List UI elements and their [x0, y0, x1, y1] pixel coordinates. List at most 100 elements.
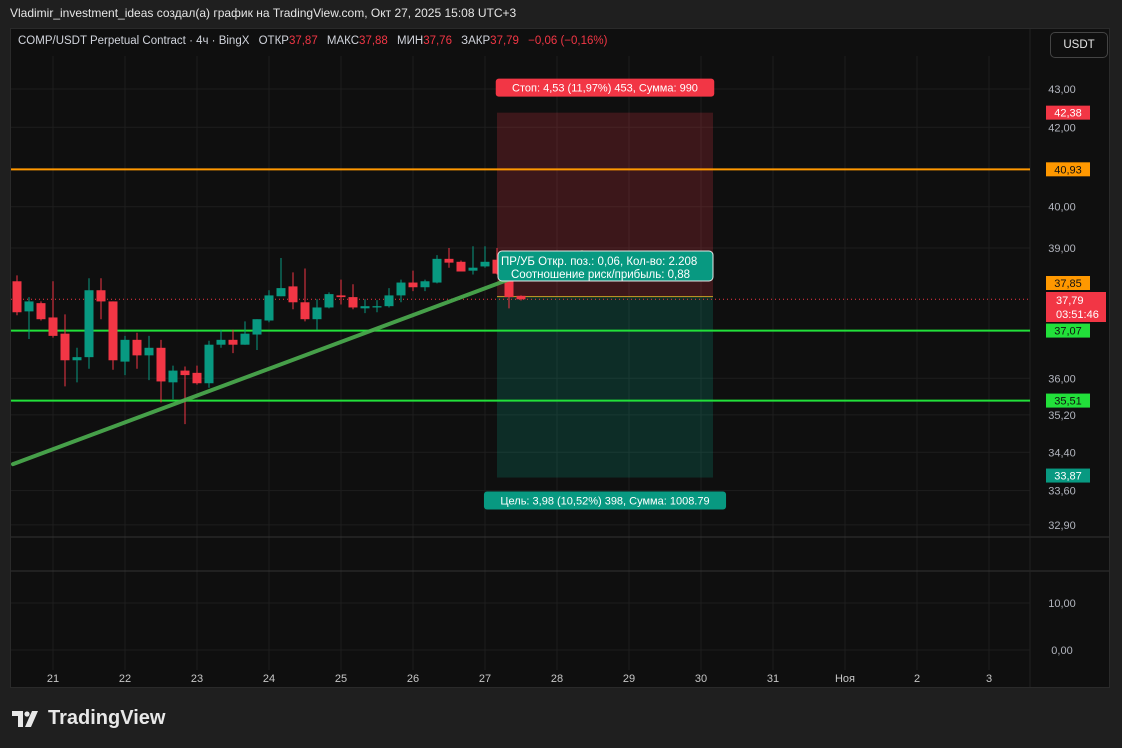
candle-body — [324, 294, 334, 308]
candle-body — [24, 301, 34, 312]
stop-price-badge-bg — [1046, 105, 1090, 120]
date-tick-label: 22 — [119, 673, 131, 685]
last-price-badge: 37,79 — [1056, 295, 1084, 307]
candle-body — [240, 333, 250, 345]
candle-body — [288, 286, 298, 303]
chart-frame[interactable] — [10, 28, 1110, 688]
candle-body — [312, 307, 322, 320]
lower-pane-tick-label: 0,00 — [1051, 645, 1072, 657]
price-tick-label: 32,90 — [1048, 520, 1076, 532]
candle-body — [168, 370, 178, 383]
stop-price-badge: 42,38 — [1054, 108, 1082, 120]
chart-caption: Vladimir_investment_ideas создал(а) граф… — [10, 6, 517, 20]
candle-body — [72, 357, 82, 361]
position-info-box — [497, 250, 714, 282]
change-value: −0,06 (−0,16%) — [528, 35, 608, 47]
candle-body — [480, 261, 490, 267]
candle-body — [216, 339, 226, 345]
candle-body — [372, 306, 382, 308]
candle-body — [36, 303, 46, 320]
candle-body — [132, 339, 142, 356]
price-tick-label: 35,20 — [1048, 410, 1076, 422]
candle-body — [144, 347, 154, 356]
main-pane — [11, 112, 1030, 478]
date-tick-label: 23 — [191, 673, 203, 685]
level-price-badge-bg — [1046, 162, 1090, 177]
date-tick-label: 24 — [263, 673, 275, 685]
date-tick-label: 25 — [335, 673, 347, 685]
target-zone — [497, 296, 713, 478]
target-price-badge-bg — [1046, 468, 1090, 483]
position-info-line1: ПР/УБ Откр. поз.: 0,06, Кол-во: 2.208 — [501, 256, 697, 268]
level-price-badge: 37,07 — [1054, 326, 1082, 338]
price-tick-label: 42,00 — [1048, 122, 1076, 134]
entry-price-badge-bg — [1046, 276, 1090, 290]
date-tick-label: 26 — [407, 673, 419, 685]
candle-body — [252, 319, 262, 335]
candle-body — [180, 370, 190, 376]
countdown-badge: 03:51:46 — [1056, 309, 1099, 321]
date-tick-label: 30 — [695, 673, 707, 685]
low-label: МИН — [397, 35, 424, 47]
candle-body — [276, 288, 286, 297]
price-tick-label: 39,00 — [1048, 243, 1076, 255]
candle-body — [228, 339, 238, 345]
candle-body — [456, 261, 466, 272]
trendline — [11, 250, 584, 467]
entry-price-badge: 37,85 — [1054, 278, 1082, 290]
tradingview-logo-icon — [12, 710, 38, 727]
candle-body — [348, 297, 358, 308]
candle-body — [264, 295, 274, 321]
date-tick-label: 29 — [623, 673, 635, 685]
candle-body — [156, 347, 166, 382]
stop-label-bg — [495, 78, 715, 97]
candle-body — [336, 295, 346, 298]
close-label: ЗАКР — [461, 35, 491, 47]
date-tick-label: 3 — [986, 673, 992, 685]
candle-body — [204, 344, 214, 384]
symbol-name[interactable]: COMP/USDT Perpetual Contract · 4ч · Bing… — [18, 35, 250, 47]
candle-body — [396, 282, 406, 296]
symbol-legend: COMP/USDT Perpetual Contract · 4ч · Bing… — [18, 35, 607, 47]
stop-label: Стоп: 4,53 (11,97%) 453, Сумма: 990 — [512, 83, 698, 95]
level-price-badge-bg — [1046, 323, 1090, 338]
price-tick-label: 33,60 — [1048, 486, 1076, 498]
price-tick-label: 40,00 — [1048, 202, 1076, 214]
candle-body — [432, 258, 442, 283]
brand-name: TradingView — [48, 707, 166, 729]
candle-body — [516, 295, 526, 300]
candle-body — [408, 282, 418, 288]
candle-body — [60, 333, 70, 361]
candle-body — [192, 372, 202, 384]
low-value: 37,76 — [423, 35, 452, 47]
price-tick-label: 34,40 — [1048, 447, 1076, 459]
target-label-bg — [483, 491, 727, 510]
candle-body — [468, 267, 478, 271]
open-value: 37,87 — [288, 35, 318, 47]
open-label: ОТКР — [258, 35, 289, 47]
candle-body — [96, 290, 106, 302]
last-price-badge-bg — [1046, 292, 1106, 322]
candle-body — [12, 281, 22, 313]
candle-body — [300, 302, 310, 320]
price-tick-label: 36,00 — [1048, 373, 1076, 385]
high-label: МАКС — [326, 35, 360, 47]
level-price-badge: 35,51 — [1054, 396, 1082, 408]
currency-unit-button[interactable]: USDT — [1050, 32, 1108, 58]
price-tick-label: 43,00 — [1048, 84, 1076, 96]
date-tick-label: 28 — [551, 673, 563, 685]
candle-body — [492, 259, 502, 274]
candle-body — [84, 290, 94, 358]
tradingview-logo: TradingView — [12, 707, 165, 730]
candle-body — [120, 339, 130, 362]
candle-body — [48, 317, 58, 336]
lower-pane-tick-label: 10,00 — [1048, 598, 1076, 610]
candle-body — [420, 281, 430, 288]
date-tick-label: 21 — [47, 673, 59, 685]
level-price-badge: 40,93 — [1054, 164, 1082, 176]
candle-body — [384, 295, 394, 307]
close-value: 37,79 — [490, 35, 519, 47]
target-label: Цель: 3,98 (10,52%) 398, Сумма: 1008.79 — [500, 496, 709, 508]
date-tick-label: Ноя — [835, 673, 855, 685]
